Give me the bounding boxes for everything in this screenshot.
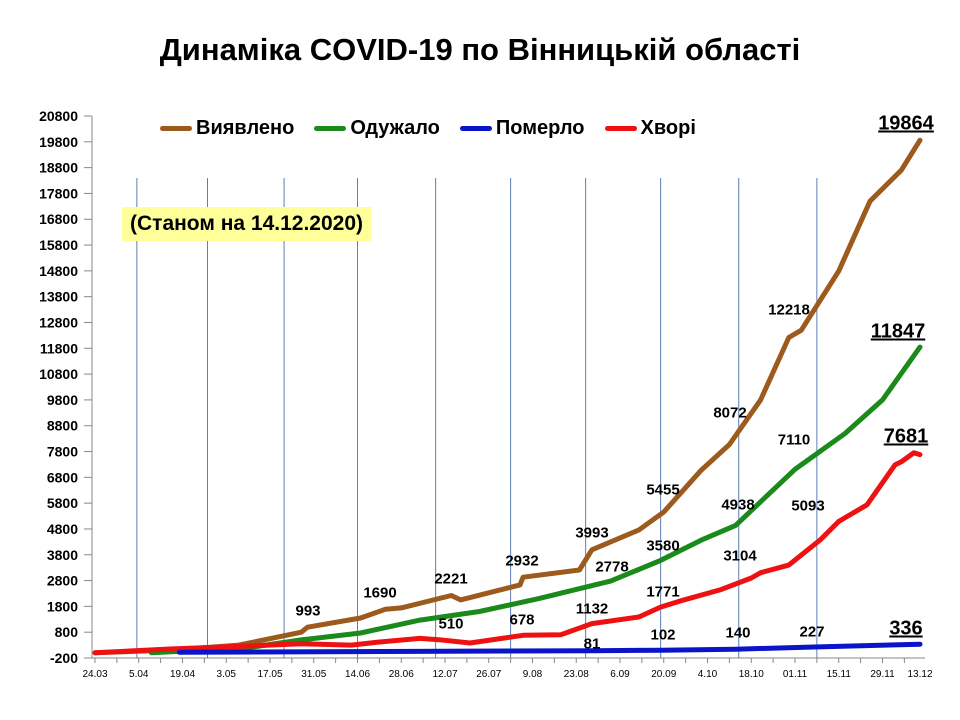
data-label: 2221 [434,570,468,588]
data-label-final: 336 [889,617,923,640]
y-tick-label: 13800 [39,289,78,305]
data-label: 2778 [595,558,629,576]
data-label: 3104 [723,547,757,565]
data-label: 3580 [646,537,680,555]
data-label: 510 [438,615,464,633]
y-tick-label: 6800 [47,469,78,485]
series-line-0 [92,137,923,656]
data-label: 102 [650,626,676,644]
data-label: 1132 [575,600,609,618]
x-tick-label: 28.06 [389,669,414,680]
data-label: 3993 [575,524,609,542]
y-tick-label: 12800 [39,314,78,330]
legend-label: Хворі [640,117,696,139]
legend-item-active: Хворі [604,117,696,140]
data-label: 993 [295,602,321,620]
x-tick-label: 15.11 [827,669,852,680]
x-tick-label: 17.05 [257,669,282,680]
legend-label: Померло [495,117,585,139]
data-label: 678 [509,611,535,629]
y-tick-label: 5800 [47,495,78,511]
y-tick-label: 19800 [39,134,78,150]
x-tick-label: 4.10 [698,669,718,680]
data-label: 4938 [721,496,755,514]
chart-title: Динаміка COVID-19 по Вінницькій області [159,32,801,67]
x-tick-label: 19.04 [170,669,195,680]
x-tick-label: 23.08 [564,669,589,680]
legend-label: Одужало [350,117,440,139]
y-tick-label: 7800 [47,444,78,460]
x-tick-label: 18.10 [739,669,764,680]
x-tick-label: 14.06 [345,669,370,680]
y-tick-label: 17800 [39,185,78,201]
legend-item-recovered: Одужало [314,117,440,140]
y-tick-label: 14800 [39,263,78,279]
data-label: 140 [725,624,751,642]
data-label: 227 [799,623,825,641]
data-label: 12218 [768,301,810,319]
data-label: 7110 [777,431,811,449]
series-line-2 [176,641,923,655]
x-tick-label: 3.05 [217,669,237,680]
legend-item-confirmed: Виявлено [160,117,294,140]
y-tick-label: 2800 [47,573,78,589]
y-tick-label: 20800 [39,108,78,124]
data-label: 81 [583,635,601,653]
legend: Виявлено Одужало Померло Хворі [160,117,716,140]
x-tick-label: 31.05 [301,669,326,680]
y-tick-label: 18800 [39,160,78,176]
x-tick-label: 5.04 [129,669,149,680]
x-tick-label: 26.07 [476,669,501,680]
y-tick-label: 8800 [47,418,78,434]
x-tick-label: 20.09 [651,669,676,680]
y-tick-label: 15800 [39,237,78,253]
x-tick-label: 29.11 [870,669,895,680]
series-line-3 [92,450,923,656]
y-tick-label: 9800 [47,392,78,408]
data-label-final: 7681 [883,425,929,448]
legend-label: Виявлено [196,117,295,139]
x-tick-label: 6.09 [610,669,630,680]
data-label: 5455 [646,481,680,499]
legend-item-deaths: Померло [459,117,585,140]
x-tick-label: 13.12 [907,669,932,680]
y-tick-label: -200 [50,650,78,666]
x-tick-label: 12.07 [432,669,457,680]
x-tick-label: 9.08 [523,669,543,680]
data-label: 1690 [363,584,397,602]
y-tick-label: 10800 [39,366,78,382]
data-label-final: 19864 [878,112,934,135]
data-label: 1771 [646,583,680,601]
x-tick-label: 01.11 [783,669,808,680]
y-tick-label: 800 [55,624,79,640]
y-tick-label: 4800 [47,521,78,537]
y-tick-label: 16800 [39,211,78,227]
y-tick-label: 3800 [47,547,78,563]
y-tick-label: 11800 [40,340,78,356]
data-label: 5093 [791,497,825,515]
data-label-final: 11847 [870,320,926,343]
status-date-box: (Станом на 14.12.2020) [122,207,372,241]
x-tick-label: 24.03 [82,669,107,680]
data-label: 8072 [713,404,747,422]
y-tick-label: 1800 [47,598,78,614]
data-label: 2932 [505,552,539,570]
